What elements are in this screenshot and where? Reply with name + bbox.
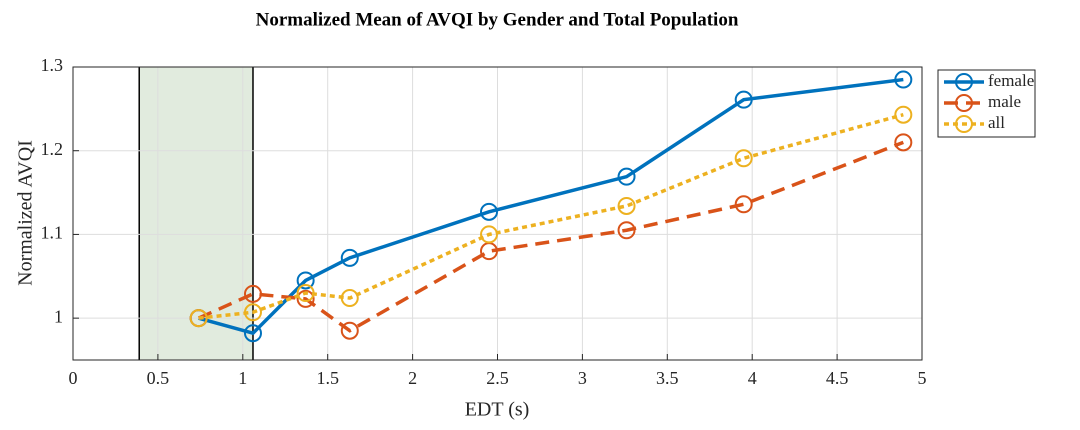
- marker: [189, 309, 208, 328]
- marker: [734, 195, 753, 214]
- marker: [617, 196, 636, 215]
- marker: [243, 324, 262, 343]
- marker: [243, 284, 262, 303]
- marker: [894, 105, 913, 124]
- marker: [296, 271, 315, 290]
- legend-marker: [955, 94, 973, 112]
- x-tick-label: 2: [408, 368, 417, 388]
- marker: [296, 284, 315, 303]
- marker: [617, 167, 636, 186]
- x-tick-label: 2.5: [486, 368, 509, 388]
- marker: [894, 133, 913, 152]
- x-tick-label: 0: [69, 368, 78, 388]
- x-tick-label: 0.5: [147, 368, 170, 388]
- x-tick-label: 4: [748, 368, 757, 388]
- y-tick-label: 1.3: [41, 55, 64, 75]
- legend-marker: [955, 73, 973, 91]
- x-axis-label: EDT (s): [465, 399, 530, 421]
- marker: [340, 248, 359, 267]
- marker: [894, 70, 913, 89]
- marker: [243, 303, 262, 322]
- series-line: [198, 113, 904, 320]
- legend: female male all: [937, 69, 1036, 138]
- marker: [734, 149, 753, 168]
- x-tick-label: 5: [918, 368, 927, 388]
- legend-label: male: [988, 92, 1021, 111]
- x-tick-label: 3.5: [656, 368, 679, 388]
- x-tick-label: 4.5: [826, 368, 849, 388]
- legend-label: all: [988, 113, 1005, 132]
- y-tick-label: 1.2: [41, 139, 64, 159]
- marker: [480, 202, 499, 221]
- chart-title: Normalized Mean of AVQI by Gender and To…: [256, 9, 739, 30]
- series-line: [198, 77, 904, 336]
- marker: [734, 90, 753, 109]
- y-axis-label: Normalized AVQI: [15, 140, 37, 286]
- marker: [617, 221, 636, 240]
- marker: [340, 289, 359, 308]
- marker: [340, 321, 359, 340]
- legend-label: female: [988, 71, 1034, 90]
- y-tick-label: 1: [54, 306, 63, 326]
- x-tick-label: 1.5: [316, 368, 339, 388]
- marker: [480, 225, 499, 244]
- marker: [296, 289, 315, 308]
- x-tick-label: 1: [238, 368, 247, 388]
- y-tick-label: 1.1: [41, 223, 64, 243]
- plot-frame: [72, 66, 923, 361]
- shaded-region: [139, 67, 253, 360]
- legend-marker: [955, 115, 973, 133]
- x-tick-label: 3: [578, 368, 587, 388]
